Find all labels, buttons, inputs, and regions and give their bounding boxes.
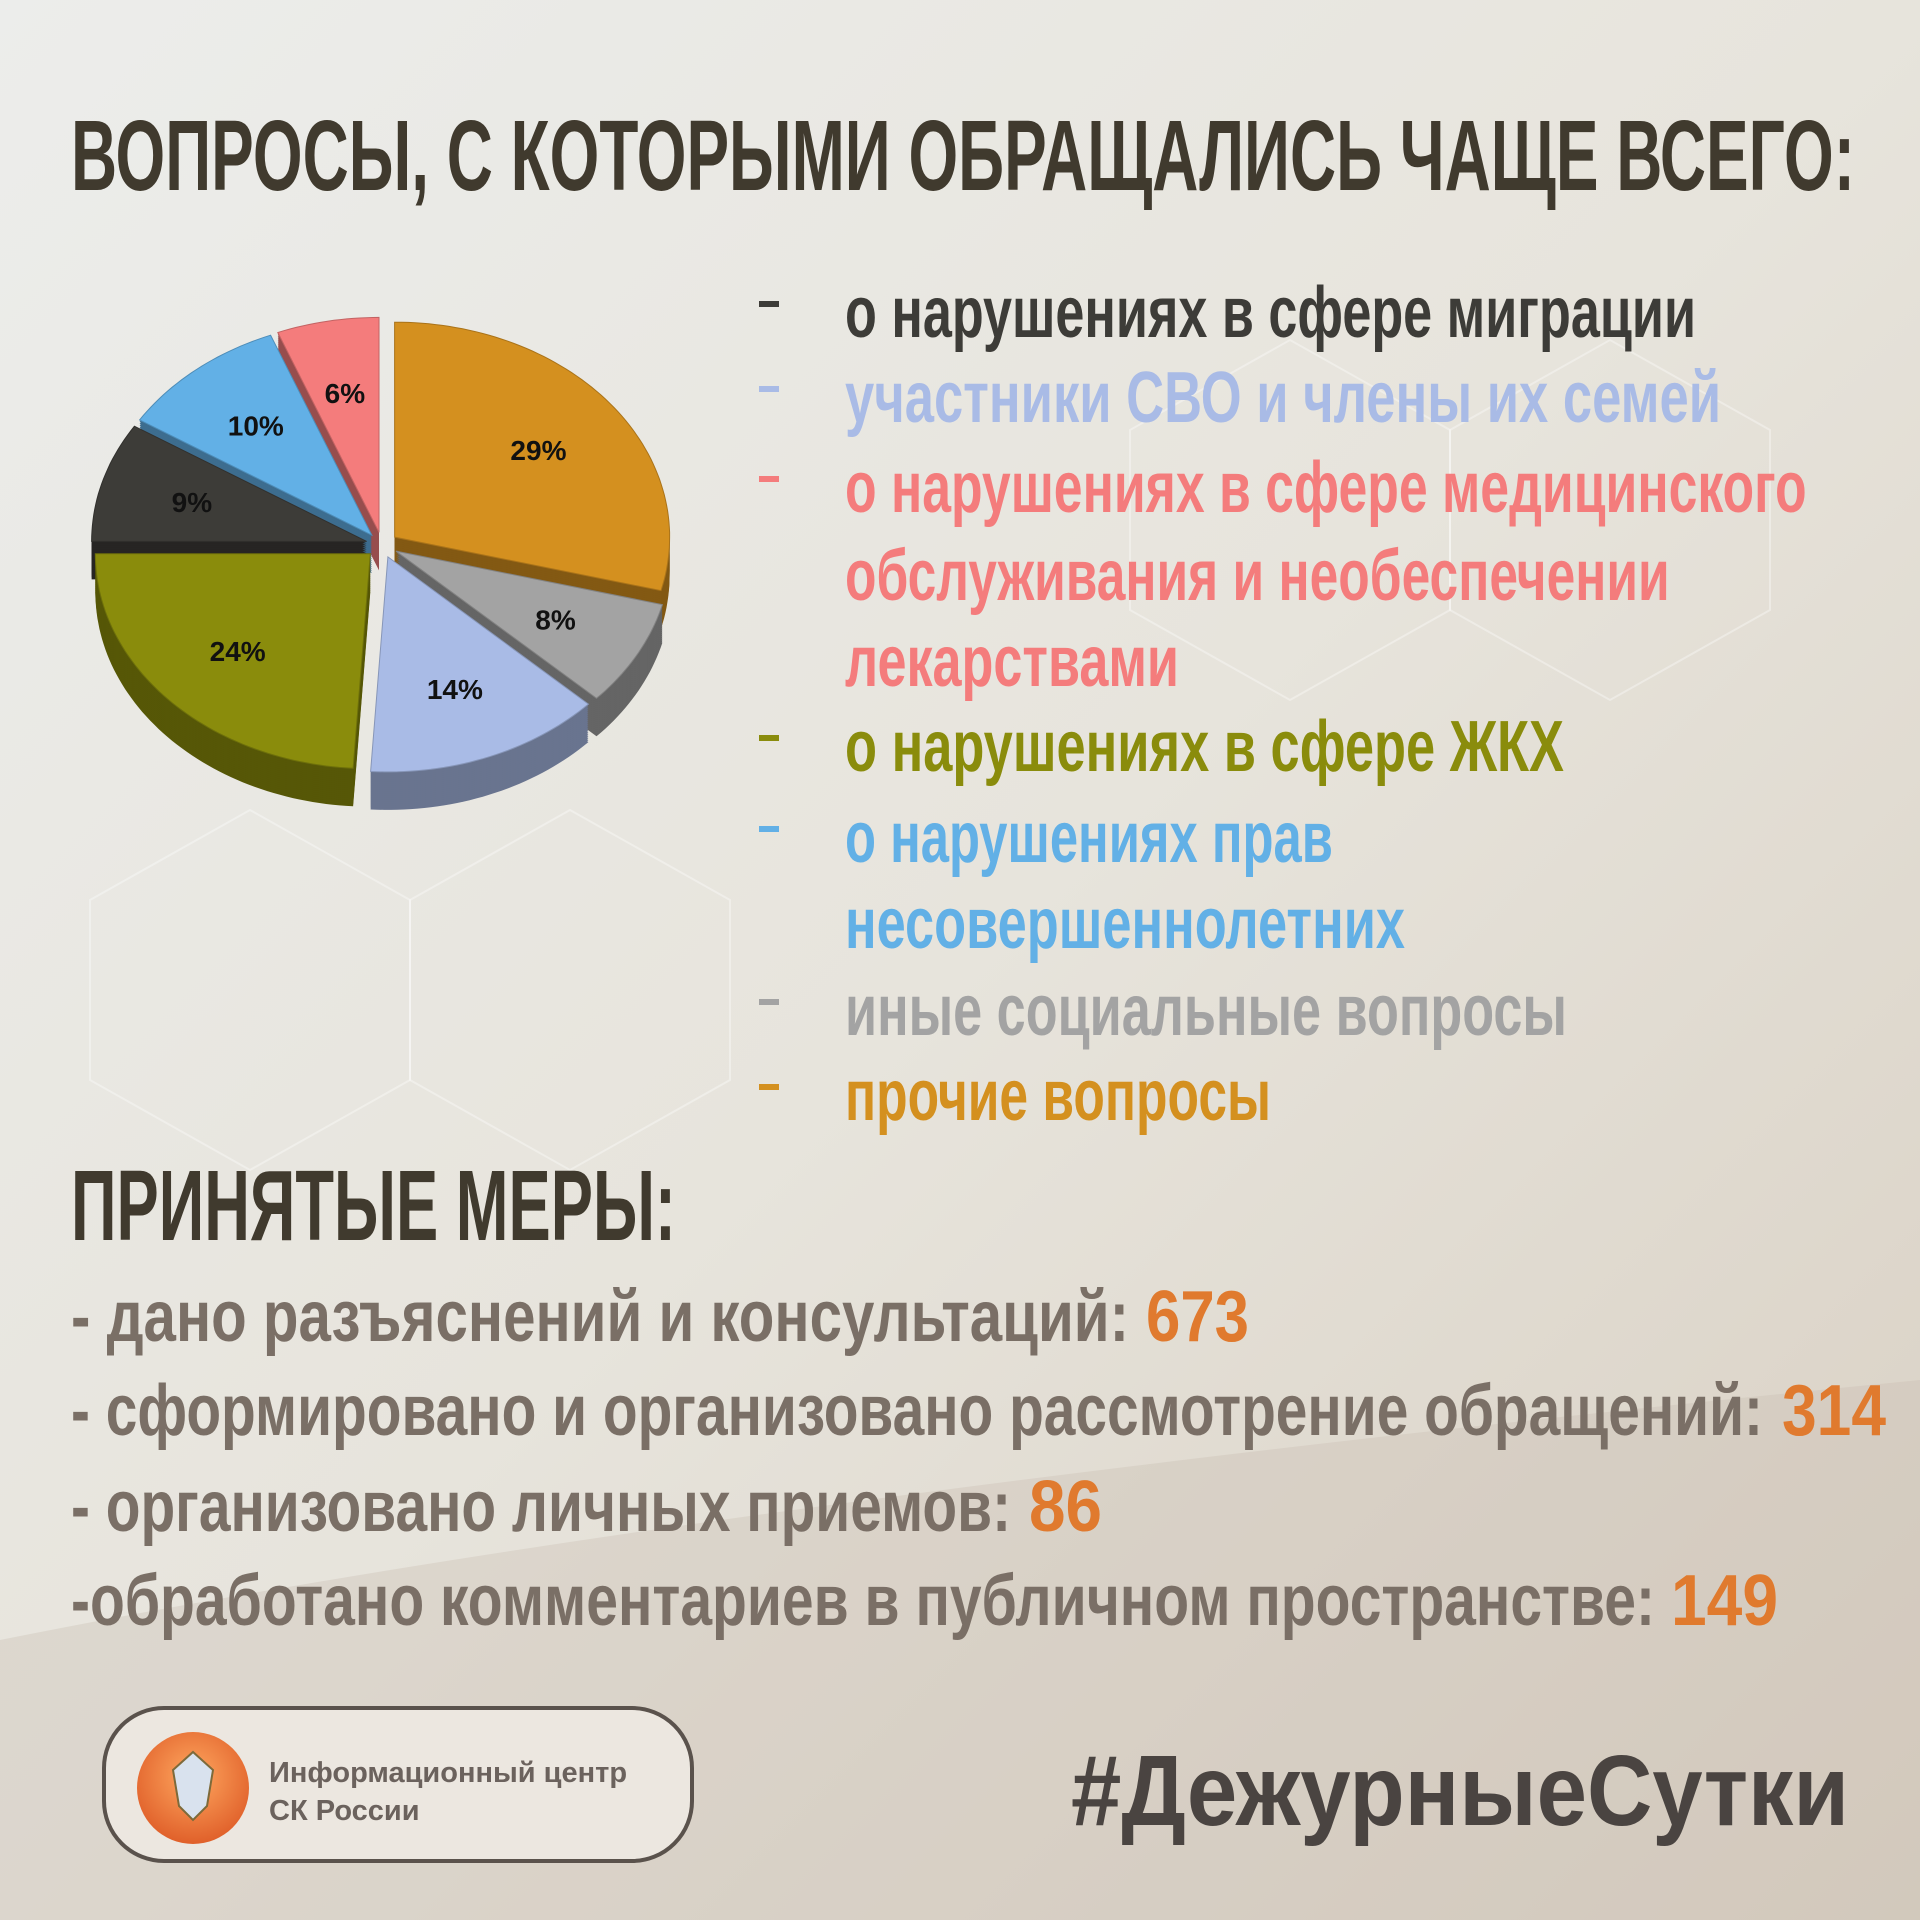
legend-label: иные социальные вопросы: [845, 971, 1567, 1051]
legend-marker: [759, 999, 779, 1005]
measures: - дано разъяснений и консультаций: 673 - с…: [71, 1277, 1886, 1641]
legend-label: о нарушениях в сфере миграции: [845, 273, 1696, 353]
legend-label: прочие вопросы: [845, 1056, 1271, 1136]
measure-value: 86: [1029, 1467, 1102, 1547]
data-label: 10%: [228, 411, 284, 442]
hashtag: #ДежурныеСутки: [1071, 1735, 1849, 1847]
data-label: 24%: [210, 636, 266, 667]
chart-title: ВОПРОСЫ, С КОТОРЫМИ ОБРАЩАЛИСЬ ЧАЩЕ ВСЕГ…: [71, 100, 1855, 212]
data-label: 29%: [510, 435, 566, 466]
slice: [394, 321, 671, 592]
legend-marker: [759, 386, 779, 392]
logo-text: СК России: [269, 1795, 420, 1827]
data-label: 9%: [172, 487, 213, 518]
data-label: 6%: [325, 378, 366, 409]
slice: [395, 550, 664, 699]
logo-text: Информационный центр: [269, 1757, 627, 1789]
slice: [94, 553, 371, 769]
legend-label: участники СВО и члены их семей: [845, 358, 1721, 438]
legend-label: о нарушениях в сфере ЖКХ: [845, 707, 1564, 787]
logo-pill: [102, 1706, 694, 1863]
data-label: 8%: [535, 605, 576, 636]
measure-value: 673: [1146, 1277, 1249, 1357]
measure-label: - сформировано и организовано рассмотрен…: [71, 1371, 1763, 1451]
slice: [277, 316, 380, 533]
legend-label: о нарушениях в сфере медицинского обслуж…: [845, 448, 1821, 702]
measure-label: -обработано комментариев в публичном про…: [71, 1561, 1655, 1641]
logo-shield: [171, 1750, 215, 1822]
legend-marker: [759, 476, 779, 482]
pie: 29% 8% 14% 24% 9% 10% 6%: [91, 316, 671, 810]
legend-label: о нарушениях прав несовершеннолетних: [845, 798, 1405, 964]
legend-marker: [759, 826, 779, 832]
hex-pattern: [89, 338, 1771, 1172]
slice: [138, 334, 373, 537]
slice: [91, 425, 367, 542]
legend-marker: [759, 301, 779, 307]
measure-value: 149: [1671, 1561, 1778, 1641]
measure-label: - дано разъяснений и консультаций:: [71, 1277, 1129, 1357]
data-label: 14%: [427, 674, 483, 705]
legend-marker: [759, 735, 779, 741]
measures-title: ПРИНЯТЫЕ МЕРЫ:: [71, 1150, 676, 1262]
legend-marker: [759, 1084, 779, 1090]
slice: [370, 555, 590, 773]
measure-value: 314: [1782, 1371, 1886, 1451]
measure-label: - организовано личных приемов:: [71, 1467, 1011, 1547]
